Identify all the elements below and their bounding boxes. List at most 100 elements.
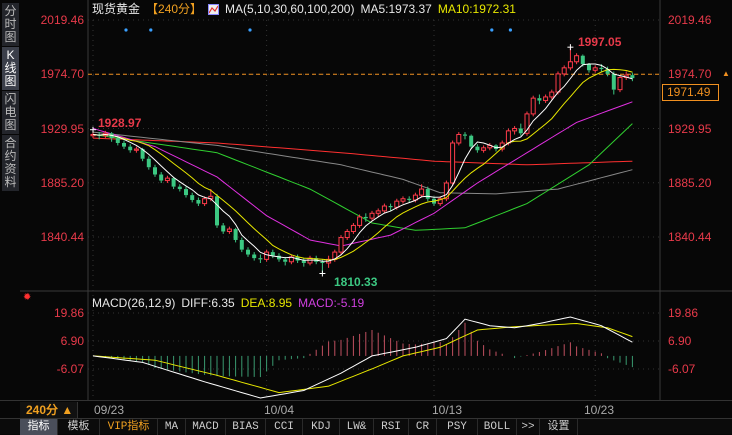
candle-down — [115, 138, 120, 143]
signal-dot — [248, 28, 252, 32]
candle-down — [233, 229, 238, 240]
candle-up — [419, 188, 425, 196]
macd-tick-right: -6.07 — [668, 362, 696, 376]
macd-tick-left: -6.07 — [56, 362, 84, 376]
tab-item[interactable]: 设置 — [540, 419, 578, 435]
candle-down — [221, 225, 226, 232]
current-price-box: 1971.49 — [662, 84, 719, 101]
price-chart[interactable] — [0, 0, 732, 400]
tab-item[interactable]: >> — [517, 419, 540, 435]
ma-settings-label[interactable]: MA(5,10,30,60,100,200) — [225, 2, 355, 16]
candle-up — [202, 198, 208, 205]
tab-item[interactable]: 模板 — [58, 419, 100, 435]
tab-boll[interactable]: BOLL — [478, 419, 517, 435]
tab-psy[interactable]: PSY — [437, 419, 478, 435]
candle-down — [277, 255, 281, 260]
sidebar-item-contract-info[interactable]: 合约资料 — [2, 135, 19, 191]
high-annotation-left: 1928.97 — [98, 116, 142, 130]
signal-dot — [149, 28, 153, 32]
candle-down — [475, 146, 480, 151]
signal-dot — [508, 28, 512, 32]
tab-kdj[interactable]: KDJ — [303, 419, 340, 435]
price-tick-right: 2019.46 — [668, 13, 712, 27]
candle-up — [549, 91, 555, 98]
candle-up — [375, 210, 381, 214]
candle-up — [567, 61, 573, 69]
signal-dot — [124, 28, 128, 32]
candle-up — [543, 96, 549, 102]
candle-down — [363, 216, 368, 219]
price-tick-right: 1929.95 — [668, 121, 712, 136]
macd-value: MACD:-5.19 — [298, 296, 365, 310]
candle-down — [463, 134, 467, 136]
date-axis: 240分 ▲ 09/23 10/04 10/13 10/23 — [0, 400, 732, 419]
tab-macd[interactable]: MACD — [186, 419, 226, 435]
price-tick-left: 1974.70 — [40, 67, 84, 82]
candle-down — [587, 64, 591, 71]
scroll-up-icon[interactable]: ▲ — [722, 69, 730, 78]
macd-label[interactable]: MACD(26,12,9) — [92, 296, 176, 310]
candle-down — [611, 73, 616, 90]
indicator-sun-icon[interactable]: ✹ — [23, 292, 32, 303]
candle-down — [630, 75, 635, 79]
price-tick-left: 2019.46 — [40, 13, 84, 27]
candle-up — [350, 224, 356, 232]
candle-down — [196, 199, 201, 204]
candle-up — [338, 237, 344, 253]
signal-dot — [490, 28, 494, 32]
tab-rsi[interactable]: RSI — [374, 419, 409, 435]
ma60-line — [92, 123, 633, 231]
price-tick-right: 1885.20 — [668, 175, 712, 190]
sidebar-item-timeshare[interactable]: 分时图 — [2, 3, 19, 46]
dea-line — [92, 322, 633, 394]
macd-tick-right: 6.90 — [668, 334, 692, 348]
candle-down — [140, 149, 145, 159]
candle-up — [592, 67, 598, 71]
period-label[interactable]: 【240分】 — [146, 2, 203, 16]
date-label: 10/23 — [584, 403, 615, 417]
candle-up — [369, 212, 375, 219]
candle-down — [388, 206, 393, 208]
candle-up — [512, 127, 518, 132]
sidebar-item-flash[interactable]: 闪电图 — [2, 91, 19, 134]
date-label: 10/04 — [264, 403, 295, 417]
macd-tick-left: 19.86 — [53, 306, 84, 320]
candle-down — [122, 142, 126, 147]
candle-down — [239, 239, 244, 250]
candle-up — [574, 55, 580, 63]
tab-vip[interactable]: VIP指标 — [100, 419, 158, 435]
candle-up — [481, 147, 487, 151]
timeframe-selector[interactable]: 240分 ▲ — [20, 402, 78, 419]
candle-down — [605, 69, 610, 74]
candle-up — [133, 148, 139, 151]
chart-header: 现货黄金 【240分】 MA(5,10,30,60,100,200) MA5:1… — [92, 2, 516, 16]
price-tick-right: 1840.44 — [668, 230, 712, 244]
macd-dea: DEA:8.95 — [240, 296, 293, 310]
candle-up — [381, 205, 387, 212]
price-tick-left: 1929.95 — [40, 121, 84, 136]
sidebar-item-kline[interactable]: K线图 — [2, 47, 19, 90]
candle-up — [226, 228, 232, 232]
tab-lw[interactable]: LW& — [340, 419, 374, 435]
candle-up — [450, 142, 456, 184]
candle-down — [246, 249, 250, 255]
candle-up — [505, 130, 511, 144]
candle-down — [283, 259, 288, 262]
ma5-line — [92, 63, 633, 262]
macd-tick-right: 19.86 — [668, 306, 699, 320]
tab-item[interactable]: 指标 — [20, 419, 58, 435]
tab-cr[interactable]: CR — [409, 419, 437, 435]
candle-up — [456, 134, 462, 144]
chart-line-icon[interactable] — [208, 3, 220, 15]
tab-bias[interactable]: BIAS — [226, 419, 266, 435]
candle-up — [524, 113, 530, 134]
tab-cci[interactable]: CCI — [266, 419, 303, 435]
candle-down — [320, 261, 325, 263]
candle-down — [494, 145, 498, 150]
macd-header: MACD(26,12,9) DIFF:6.35 DEA:8.95 MACD:-5… — [92, 296, 364, 310]
tab-ma[interactable]: MA — [158, 419, 186, 435]
candle-up — [264, 251, 270, 260]
ma5-value: MA5:1973.37 — [360, 2, 432, 16]
candle-down — [599, 67, 604, 70]
candle-down — [215, 196, 219, 226]
